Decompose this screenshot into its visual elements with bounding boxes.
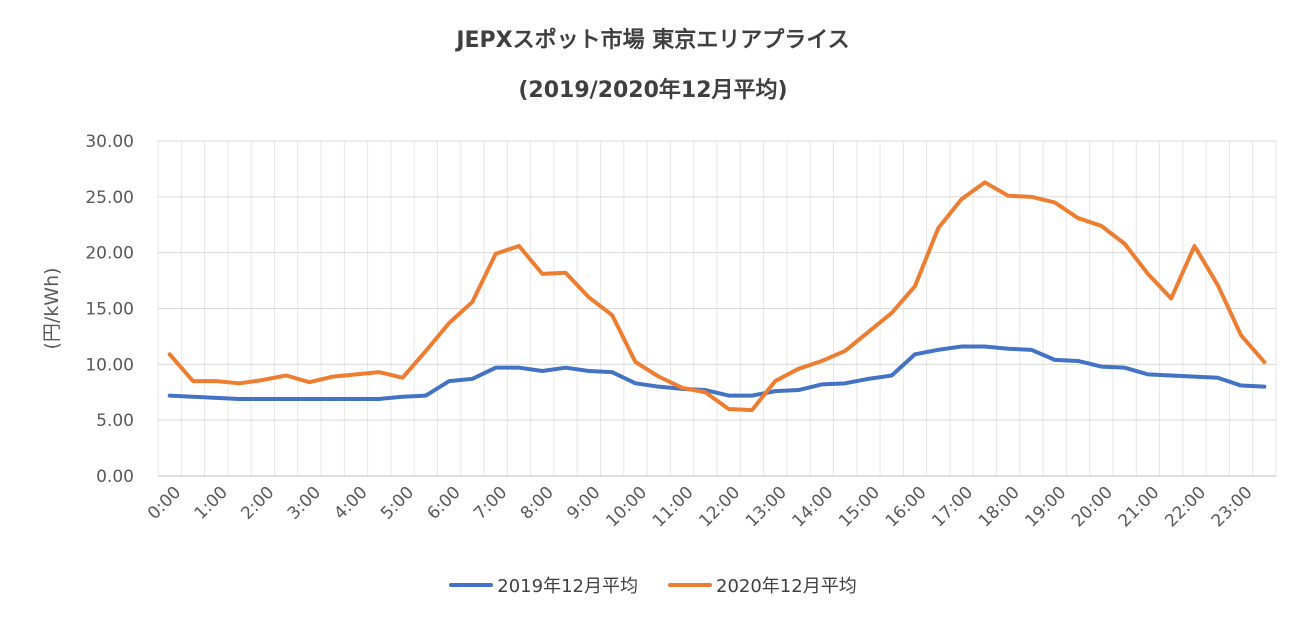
legend-item-2020: 2020年12月平均: [668, 572, 857, 598]
x-tick-label: 6:00: [424, 483, 465, 524]
x-tick-label: 7:00: [470, 483, 511, 524]
x-tick-label: 5:00: [377, 483, 418, 524]
legend: 2019年12月平均 2020年12月平均: [0, 572, 1306, 598]
x-tick-label: 4:00: [330, 483, 371, 524]
series-line-2019: [167, 344, 1267, 401]
y-tick-label: 30.00: [85, 132, 134, 152]
y-tick-label: 15.00: [85, 300, 134, 320]
x-tick-label: 9:00: [563, 483, 604, 524]
legend-label-2020: 2020年12月平均: [716, 576, 857, 597]
x-tick-label: 1:00: [191, 483, 232, 524]
y-axis-label: (円/kWh): [41, 267, 63, 349]
x-tick-label: 15:00: [835, 483, 884, 532]
x-tick-label: 0:00: [144, 483, 185, 524]
x-tick-label: 19:00: [1021, 483, 1070, 532]
legend-swatch-2020: [668, 583, 712, 587]
x-tick-label: 16:00: [882, 483, 931, 532]
x-tick-label: 18:00: [975, 483, 1024, 532]
x-tick-label: 17:00: [928, 483, 977, 532]
x-tick-label: 14:00: [789, 483, 838, 532]
x-tick-label: 20:00: [1068, 483, 1117, 532]
x-tick-label: 21:00: [1115, 483, 1164, 532]
x-tick-label: 13:00: [742, 483, 791, 532]
y-tick-label: 10.00: [85, 355, 134, 375]
legend-label-2019: 2019年12月平均: [497, 576, 638, 597]
x-tick-label: 12:00: [695, 483, 744, 532]
x-tick-label: 2:00: [237, 483, 278, 524]
y-tick-label: 0.00: [96, 467, 134, 487]
series-line-2020: [167, 180, 1267, 413]
x-tick-label: 23:00: [1208, 483, 1257, 532]
y-tick-label: 5.00: [96, 411, 134, 431]
chart-title: JEPXスポット市場 東京エリアプライス: [456, 28, 850, 53]
legend-item-2019: 2019年12月平均: [449, 572, 638, 598]
x-tick-label: 10:00: [602, 483, 651, 532]
y-tick-label: 20.00: [85, 244, 134, 264]
x-tick-label: 3:00: [284, 483, 325, 524]
chart-subtitle: (2019/2020年12月平均): [518, 78, 788, 103]
x-tick-label: 8:00: [517, 483, 558, 524]
y-tick-label: 25.00: [85, 188, 134, 208]
x-tick-label: 22:00: [1161, 483, 1210, 532]
legend-swatch-2019: [449, 583, 494, 587]
x-tick-label: 11:00: [649, 483, 698, 532]
